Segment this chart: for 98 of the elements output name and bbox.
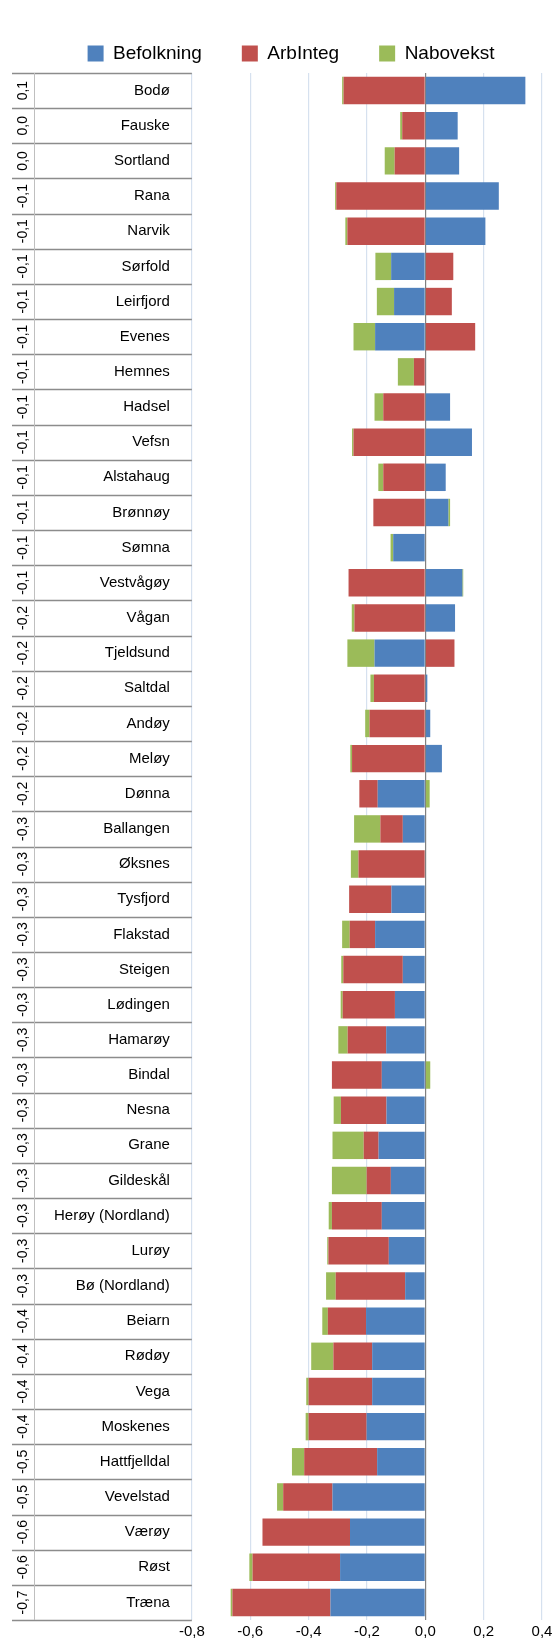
text: -0,3 xyxy=(13,1097,30,1123)
text: -0,3 xyxy=(13,1203,30,1228)
y-tick-label: Gildeskål xyxy=(108,1170,170,1188)
y-tick-label: Bodø xyxy=(134,80,170,98)
y-tick-label: Hattfjelldal xyxy=(99,1451,170,1469)
y-tick-label: Hamarøy xyxy=(108,1030,171,1048)
y-tick-label: Tjeldsund xyxy=(104,643,170,661)
text: -0,3 xyxy=(13,1027,30,1052)
text: -0,2 xyxy=(13,640,30,666)
y-tick-label: Lurøy xyxy=(131,1240,171,1258)
text: -0,3 xyxy=(13,851,30,877)
text: -0,3 xyxy=(13,922,30,947)
text: -0,2 xyxy=(13,711,30,736)
y-tick-label: Steigen xyxy=(118,959,170,977)
y-tick-label: Ballangen xyxy=(103,819,170,837)
y-tick-label: Evenes xyxy=(119,326,170,344)
text: -0,2 xyxy=(13,676,30,701)
text: -0,1 xyxy=(13,465,30,490)
y-tick-label: Saltdal xyxy=(123,678,170,696)
y-tick-label: Tysfjord xyxy=(117,889,170,907)
text: -0,1 xyxy=(13,289,30,314)
y-tick-label: Herøy (Nordland) xyxy=(53,1205,170,1223)
text: -0,1 xyxy=(13,535,30,560)
y-tick-label: Hadsel xyxy=(123,397,170,415)
y-tick-label: Vega xyxy=(135,1381,171,1399)
x-tick-label: -0,2 xyxy=(354,1622,380,1640)
y-tick-label: Andøy xyxy=(126,713,171,731)
y-tick-label: Flakstad xyxy=(113,924,170,942)
x-tick-label: -0,8 xyxy=(178,1622,205,1640)
text: -0,6 xyxy=(13,1519,30,1545)
x-tick-label: -0,6 xyxy=(237,1622,264,1640)
text: -0,1 xyxy=(13,570,30,595)
y-tick-label: Vågan xyxy=(126,608,170,626)
y-tick-label: Meløy xyxy=(129,748,171,766)
y-tick-label: Dønna xyxy=(124,783,171,801)
text: -0,6 xyxy=(13,1554,30,1580)
y-tick-label: Rana xyxy=(134,186,171,204)
text: -0,4 xyxy=(13,1308,30,1334)
y-tick-label: Sortland xyxy=(113,151,170,169)
text: -0,1 xyxy=(13,254,30,279)
text: -0,1 xyxy=(13,218,30,244)
text: -0,3 xyxy=(13,1062,30,1088)
text: -0,1 xyxy=(13,359,30,384)
text: -0,3 xyxy=(13,957,30,982)
y-tick-label: Grane xyxy=(128,1135,170,1153)
y-tick-label: Beiarn xyxy=(126,1311,170,1329)
y-tick-label: Vefsn xyxy=(132,432,170,450)
y-tick-label: Leirfjord xyxy=(115,291,170,309)
text: -0,1 xyxy=(13,183,30,209)
y-tick-label: Røst xyxy=(138,1557,171,1575)
text: -0,3 xyxy=(13,1168,30,1193)
text: -0,1 xyxy=(13,429,30,455)
y-tick-label: Træna xyxy=(126,1592,171,1610)
y-tick-label: Sørfold xyxy=(121,256,170,274)
legend-label: ArbInteg xyxy=(267,41,340,63)
x-tick-label: -0,4 xyxy=(295,1622,322,1640)
text: 0,0 xyxy=(13,150,30,171)
y-tick-label: Vestvågøy xyxy=(99,572,171,590)
x-tick-label: 0,2 xyxy=(473,1622,495,1640)
text: -0,3 xyxy=(13,1238,30,1263)
y-tick-label: Alstahaug xyxy=(103,467,170,485)
y-tick-label: Rødøy xyxy=(124,1346,171,1364)
y-tick-label: Sømna xyxy=(121,537,171,555)
x-tick-label: 0,4 xyxy=(531,1622,553,1640)
text: -0,1 xyxy=(13,324,30,349)
y-tick-label: Lødingen xyxy=(107,994,170,1012)
text: -0,3 xyxy=(13,992,30,1017)
text: -0,4 xyxy=(13,1379,30,1404)
text: -0,7 xyxy=(13,1590,30,1615)
text: -0,3 xyxy=(13,1273,30,1299)
legend-label: Befolkning xyxy=(113,41,202,63)
text: -0,2 xyxy=(13,781,30,806)
y-tick-label: Brønnøy xyxy=(112,502,171,520)
text: -0,1 xyxy=(13,500,30,525)
text: -0,3 xyxy=(13,1133,30,1158)
text: -0,5 xyxy=(13,1449,30,1474)
text: -0,3 xyxy=(13,886,30,912)
text: -0,2 xyxy=(13,605,30,631)
y-tick-label: Øksnes xyxy=(119,854,170,872)
y-tick-label: Moskenes xyxy=(101,1416,170,1434)
text: -0,4 xyxy=(13,1344,30,1369)
y-tick-label: Nesna xyxy=(126,1100,171,1118)
x-tick-label: 0,0 xyxy=(414,1622,436,1640)
text: -0,3 xyxy=(13,816,30,841)
text: -0,2 xyxy=(13,746,30,771)
y-tick-label: Bø (Nordland) xyxy=(75,1276,170,1294)
y-tick-label: Hemnes xyxy=(114,361,170,379)
text: 0,0 xyxy=(13,115,30,136)
y-tick-label: Bindal xyxy=(128,1065,170,1083)
text: -0,1 xyxy=(13,394,30,420)
text: -0,4 xyxy=(13,1414,30,1439)
legend-label: Nabovekst xyxy=(404,41,496,63)
y-tick-label: Narvik xyxy=(127,221,171,239)
y-tick-label: Værøy xyxy=(124,1522,171,1540)
text: 0,1 xyxy=(13,80,30,101)
text: -0,5 xyxy=(13,1484,30,1510)
y-tick-label: Fauske xyxy=(120,115,170,133)
y-tick-label: Vevelstad xyxy=(104,1487,170,1505)
